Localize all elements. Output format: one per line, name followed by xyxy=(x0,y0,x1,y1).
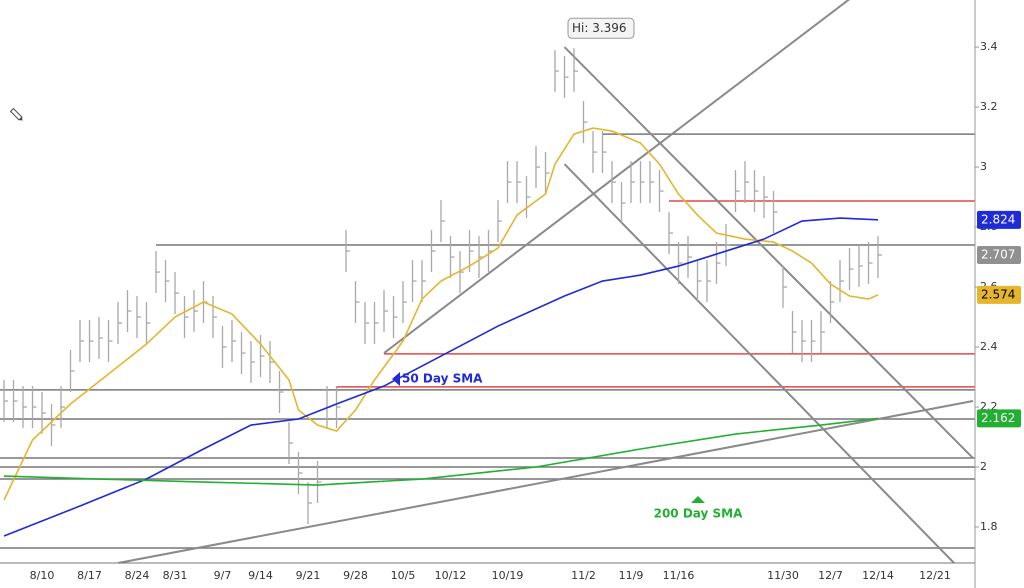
hi-label: Hi: 3.396 xyxy=(572,21,627,35)
label-pointer xyxy=(392,372,400,386)
label-pointer xyxy=(691,496,705,503)
x-tick-label: 12/14 xyxy=(862,569,894,582)
value-badge-label: 2.162 xyxy=(981,411,1015,425)
y-tick-label: 3.2 xyxy=(980,100,998,113)
value-badge-label: 2.574 xyxy=(981,287,1015,301)
trend-line xyxy=(563,46,974,459)
x-tick-label: 8/17 xyxy=(77,569,102,582)
ma-label: 50 Day SMA xyxy=(402,372,483,386)
x-tick-label: 12/21 xyxy=(919,569,951,582)
y-tick-label: 1.8 xyxy=(980,520,998,533)
trend-line xyxy=(117,400,974,563)
value-badge xyxy=(977,285,1021,304)
y-tick-label: 3.4 xyxy=(980,40,998,53)
ma-label: 200 Day SMA xyxy=(654,507,744,521)
x-tick-label: 9/21 xyxy=(296,569,321,582)
x-tick-label: 10/19 xyxy=(492,569,524,582)
y-tick-label: 2 xyxy=(980,460,987,473)
plot-area xyxy=(0,0,975,563)
trend-line xyxy=(383,0,850,354)
y-tick-label: 2.4 xyxy=(980,340,998,353)
ma-line xyxy=(3,217,879,537)
x-tick-label: 11/30 xyxy=(767,569,799,582)
x-tick-label: 9/7 xyxy=(214,569,232,582)
value-badge xyxy=(977,409,1021,428)
ma-line xyxy=(3,417,879,486)
y-tick-label: 3 xyxy=(980,160,987,173)
x-tick-label: 12/7 xyxy=(818,569,843,582)
x-tick-label: 11/9 xyxy=(619,569,644,582)
value-badge-label: 2.707 xyxy=(981,247,1015,261)
annotations: Hi: 3.396 50 Day SMA 200 Day SMA xyxy=(392,17,744,521)
value-badge xyxy=(977,245,1021,264)
x-tick-label: 9/14 xyxy=(248,569,273,582)
x-tick-label: 9/28 xyxy=(343,569,368,582)
trend-line xyxy=(563,163,955,563)
x-tick-label: 8/31 xyxy=(163,569,188,582)
x-tick-label: 10/12 xyxy=(435,569,467,582)
value-badge-label: 2.824 xyxy=(981,212,1015,226)
hi-label-box xyxy=(567,17,635,39)
x-tick-label: 11/16 xyxy=(663,569,695,582)
value-badge xyxy=(977,210,1021,229)
pencil-icon xyxy=(9,107,23,121)
ma-line xyxy=(3,127,879,501)
x-tick-label: 11/2 xyxy=(571,569,596,582)
x-tick-label: 8/10 xyxy=(30,569,55,582)
x-tick-label: 10/5 xyxy=(391,569,416,582)
x-tick-label: 8/24 xyxy=(125,569,150,582)
